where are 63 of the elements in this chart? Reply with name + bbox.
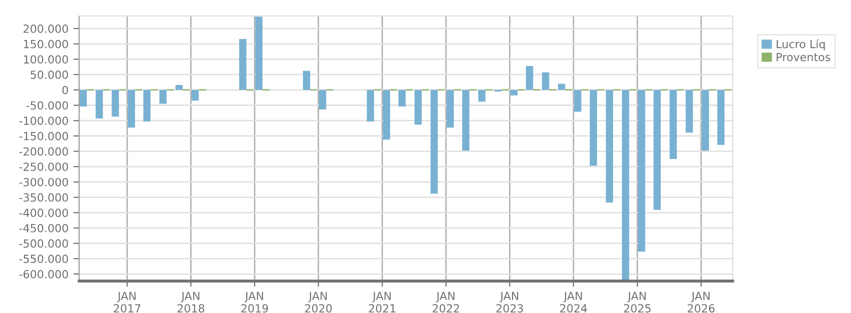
- bar: [526, 66, 534, 90]
- bar: [670, 90, 677, 159]
- y-tick-label: -50.000: [26, 101, 68, 110]
- bar: [446, 90, 454, 128]
- bar: [143, 90, 151, 122]
- y-tick-label: -200.000: [19, 147, 68, 156]
- bar: [398, 90, 406, 106]
- legend-label: Lucro Líq: [776, 39, 825, 50]
- x-tick-label: JAN 2017: [114, 292, 140, 313]
- y-tick-label: -500.000: [19, 239, 68, 248]
- bar: [462, 90, 470, 151]
- bar: [638, 90, 646, 252]
- x-tick-label: JAN 2019: [241, 292, 268, 313]
- bar: [622, 90, 630, 280]
- bar: [558, 84, 566, 90]
- bar: [430, 90, 438, 194]
- bar: [239, 38, 246, 90]
- y-tick-label: 50.000: [30, 70, 68, 79]
- bar: [606, 90, 614, 203]
- x-tick-label: JAN 2025: [624, 292, 651, 313]
- bar: [175, 85, 183, 90]
- bar: [414, 90, 422, 125]
- bar: [574, 90, 582, 112]
- bar: [686, 90, 693, 133]
- bar: [542, 72, 550, 90]
- y-tick-label: 100.000: [24, 55, 68, 64]
- y-tick-label: -250.000: [19, 162, 68, 171]
- y-tick-label: -300.000: [19, 178, 68, 186]
- bar: [717, 90, 725, 145]
- y-tick-label: 150.000: [24, 40, 68, 48]
- bar: [510, 90, 518, 96]
- y-tick-label: -400.000: [19, 208, 68, 218]
- x-tick-label: JAN 2020: [305, 292, 332, 313]
- x-tick-label: JAN 2022: [432, 292, 460, 313]
- bar: [590, 90, 598, 166]
- bar: [96, 90, 103, 118]
- bar: [366, 90, 374, 122]
- bar: [128, 90, 136, 128]
- legend-label: Proventos: [776, 52, 830, 62]
- y-tick-label: -450.000: [19, 224, 68, 232]
- y-tick-label: -600.000: [19, 270, 68, 278]
- y-tick-label: -350.000: [19, 193, 68, 202]
- bar: [159, 90, 167, 104]
- x-tick-label: JAN 2021: [368, 292, 396, 313]
- bar: [382, 90, 390, 140]
- y-tick-label: -150.000: [19, 132, 68, 140]
- y-tick-label: 0: [62, 86, 68, 94]
- x-tick-label: JAN 2018: [178, 292, 204, 313]
- x-tick-label: JAN 2023: [496, 292, 523, 313]
- bar: [318, 90, 326, 110]
- y-tick-label: -550.000: [19, 254, 68, 264]
- y-tick-label: 200.000: [24, 24, 68, 33]
- bar: [654, 90, 661, 210]
- bar: [192, 90, 199, 101]
- bar: [80, 90, 87, 106]
- bar: [302, 70, 310, 90]
- bar: [702, 90, 709, 151]
- bar: [478, 90, 486, 102]
- bar: [255, 16, 262, 90]
- y-tick-label: -100.000: [19, 116, 68, 125]
- bar: [112, 90, 119, 117]
- x-tick-label: JAN 2026: [688, 292, 715, 313]
- x-tick-label: JAN 2024: [560, 292, 587, 313]
